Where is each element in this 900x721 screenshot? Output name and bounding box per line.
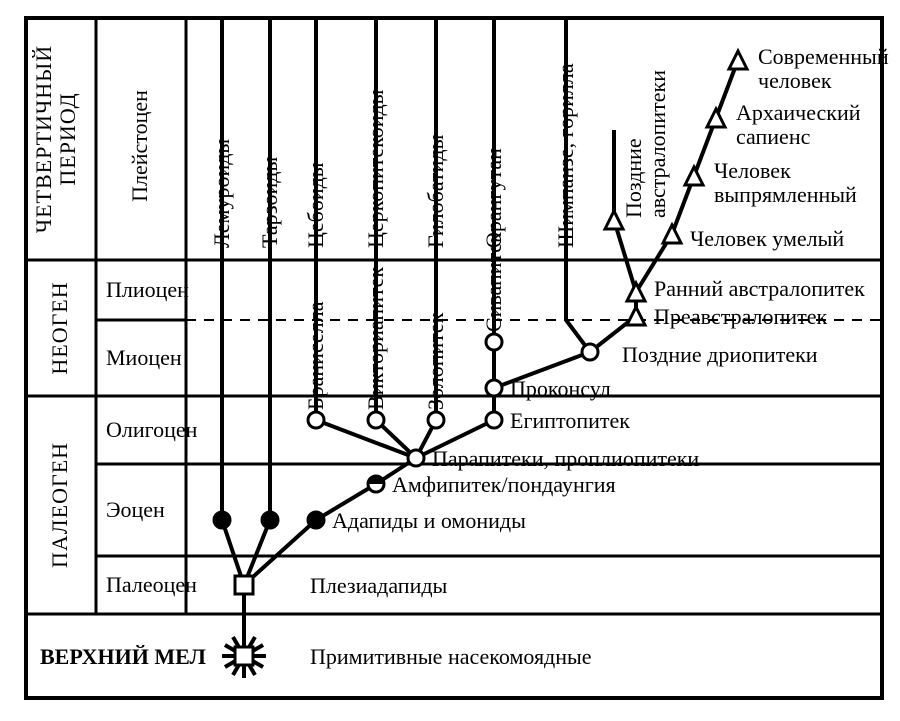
epoch-label: Палеоцен xyxy=(106,572,197,597)
label-habilis: Человек умелый xyxy=(690,226,844,251)
vertical-label: Викториапитек xyxy=(363,267,388,410)
epoch-label: Плиоцен xyxy=(106,277,189,302)
label-plesiadap: Плезиадапиды xyxy=(310,573,448,598)
node-early_austra xyxy=(627,283,645,301)
lineage-label: Цебоиды xyxy=(303,162,328,248)
node-lemur_f xyxy=(214,512,230,528)
epoch-label: Эоцен xyxy=(106,497,165,522)
label: Золопитек xyxy=(423,312,448,410)
phylogeny-diagram: ЧЕТВЕРТИЧНЫЙПЕРИОД НЕОГЕН ПАЛЕОГЕН ВЕРХНИЙ … xyxy=(0,0,900,721)
label-egipt: Египтопитек xyxy=(510,408,630,433)
lineage-label: Шимпанзе, горилла xyxy=(553,63,578,248)
period-label-cretaceous: ВЕРХНИЙ МЕЛ xyxy=(40,644,206,669)
vertical-label: Сивапитек xyxy=(481,232,506,332)
label: человек xyxy=(758,68,832,93)
label-late-dryo: Поздние дриопитеки xyxy=(622,342,818,367)
label-early-austra: Ранний австралопитек xyxy=(654,276,865,301)
node-prokonsul xyxy=(486,380,502,396)
lineage-label: Гилобатиды xyxy=(423,134,448,248)
period-label-neogene: НЕОГЕН xyxy=(47,281,72,374)
label: Человек xyxy=(714,158,791,183)
edge xyxy=(614,220,636,292)
node-parapit xyxy=(408,450,424,466)
epoch-label: Миоцен xyxy=(106,345,182,370)
period-label-quaternary: ЧЕТВЕРТИЧНЫЙПЕРИОД xyxy=(31,45,80,233)
label: Шимпанзе, горилла xyxy=(553,63,578,248)
lineage-label: Поздниеавстралопитеки xyxy=(621,70,670,218)
node-tarz_f xyxy=(262,512,278,528)
lineage-label: Церкопитекоиды xyxy=(363,89,388,248)
node-adap_f xyxy=(308,512,324,528)
node-bran xyxy=(308,412,324,428)
node-modern xyxy=(729,51,747,69)
edge xyxy=(244,520,316,585)
label: Тарзоиды xyxy=(257,157,282,248)
label-prokonsul: Проконсул xyxy=(510,376,611,401)
period-label-paleogene: ПАЛЕОГЕН xyxy=(47,442,72,568)
label: Гилобатиды xyxy=(423,134,448,248)
node-egipt xyxy=(486,412,502,428)
label: Современный xyxy=(758,44,889,69)
lineage-label: Тарзоиды xyxy=(257,157,282,248)
node-zolo_o xyxy=(428,412,444,428)
label: Поздние xyxy=(621,138,646,218)
label-adapidy: Адапиды и омониды xyxy=(332,508,526,533)
label: Лемуроиды xyxy=(209,139,234,248)
node-habilis xyxy=(663,225,681,243)
edge xyxy=(316,420,416,458)
vertical-label: Браниселла xyxy=(303,301,328,410)
label-primitiv: Примитивные насекомоядные xyxy=(310,644,592,669)
label-pre-austra: Преавстралопитек xyxy=(654,304,827,329)
label: ЧЕТВЕРТИЧНЫЙ xyxy=(31,45,56,233)
label: Плейстоцен xyxy=(127,90,152,202)
node-late_dryo xyxy=(582,344,598,360)
label: ПАЛЕОГЕН xyxy=(47,442,72,568)
node-archaic xyxy=(707,109,725,127)
label: австралопитеки xyxy=(645,70,670,218)
label-amphipitek: Амфипитек/пондаунгия xyxy=(392,472,616,497)
label: ПЕРИОД xyxy=(55,92,80,185)
node-siva xyxy=(486,334,502,350)
label: сапиенс xyxy=(736,124,811,149)
label: Сивапитек xyxy=(481,232,506,332)
lineage-label: Лемуроиды xyxy=(209,139,234,248)
label: НЕОГЕН xyxy=(47,281,72,374)
vertical-label: Золопитек xyxy=(423,312,448,410)
label: Викториапитек xyxy=(363,267,388,410)
node-pre_austra xyxy=(627,307,645,325)
node-root xyxy=(235,647,253,665)
epoch-label: Олигоцен xyxy=(106,417,198,442)
label: выпрямленный xyxy=(714,182,857,207)
label: Церкопитекоиды xyxy=(363,89,388,248)
label-parapiteki: Парапитеки, проплиопитеки xyxy=(432,446,699,471)
label: Цебоиды xyxy=(303,162,328,248)
epoch-label: Плейстоцен xyxy=(127,90,152,202)
label: Архаический xyxy=(736,100,861,125)
node-erectus xyxy=(685,167,703,185)
node-plesiadap xyxy=(235,576,253,594)
label: Браниселла xyxy=(303,301,328,410)
node-vict_o xyxy=(368,412,384,428)
